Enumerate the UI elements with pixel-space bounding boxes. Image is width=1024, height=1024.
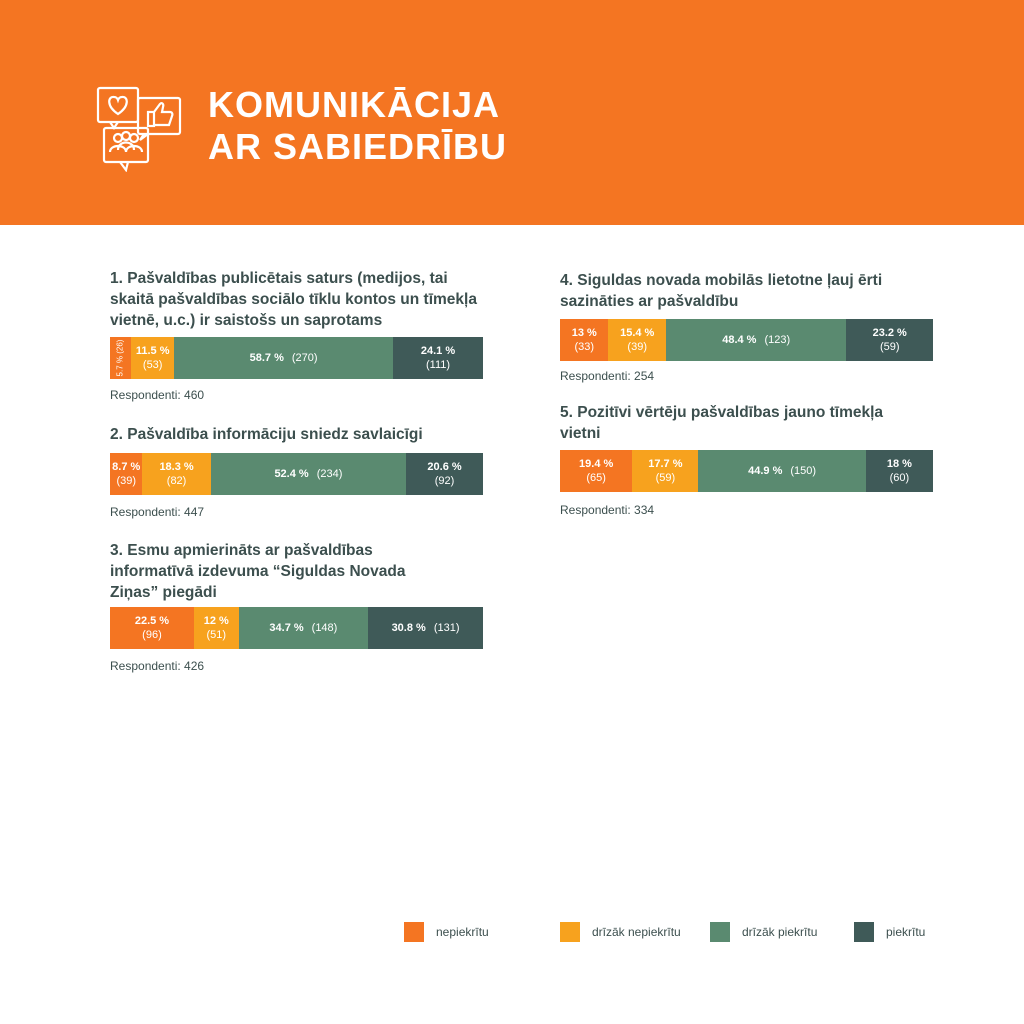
- segment-percent: 22.5 %: [134, 615, 170, 627]
- legend-label: nepiekrītu: [436, 925, 489, 939]
- segment-count: (59): [655, 472, 676, 484]
- legend-swatch: [560, 922, 580, 942]
- legend-piekritu: piekrītu: [854, 922, 925, 942]
- legend-drizak-piekritu: drīzāk piekrītu: [710, 922, 817, 942]
- segment-percent: 34.7 %: [269, 622, 304, 634]
- bar-3: 22.5 % (96) 12 % (51) 34.7 % (148) 30.8 % (131): [110, 607, 483, 649]
- legend-label: drīzāk piekrītu: [742, 925, 818, 939]
- segment-piekritu: 18 % (60): [865, 450, 933, 492]
- legend-swatch: [404, 922, 424, 942]
- segment-percent: 11.5 %: [135, 345, 170, 357]
- segment-count: (39): [627, 341, 647, 353]
- segment-percent: 13 %: [571, 327, 597, 339]
- segment-percent: 15.4 %: [620, 327, 655, 339]
- segment-percent: 30.8 %: [391, 622, 426, 634]
- segment-drizak-nepiekritu: 18.3 % (82): [142, 453, 211, 495]
- segment-count: (51): [206, 629, 227, 641]
- segment-piekritu: 20.6 % (92): [406, 453, 483, 495]
- segment-count: (111): [426, 359, 451, 371]
- legend-drizak-nepiekritu: drīzāk nepiekrītu: [560, 922, 681, 942]
- segment-count: (96): [142, 629, 162, 641]
- segment-percent: 24.1 %: [420, 345, 456, 357]
- social-communication-icon: [96, 86, 182, 172]
- segment-drizak-nepiekritu: 17.7 % (59): [632, 450, 699, 492]
- segment-drizak-nepiekritu: 12 % (51): [193, 607, 239, 649]
- segment-count: (148): [311, 622, 338, 634]
- bar-5: 19.4 % (65) 17.7 % (59) 44.9 % (150) 18 % (60): [560, 450, 933, 492]
- segment-label: 5.7 % (26): [115, 339, 125, 377]
- question-2: 2. Pašvaldība informāciju sniedz savlaic…: [110, 426, 423, 443]
- segment-count: (270): [291, 352, 318, 364]
- legend-nepiekritu: nepiekrītu: [404, 922, 489, 942]
- bar-4: 13 % (33) 15.4 % (39) 48.4 % (123) 23.2 % (59): [560, 319, 933, 361]
- segment-percent: 23.2 %: [872, 327, 907, 339]
- segment-percent: 17.7 %: [648, 458, 683, 470]
- segment-count: (33): [574, 341, 595, 353]
- segment-nepiekritu: 22.5 % (96): [110, 607, 194, 649]
- segment-drizak-piekritu: 34.7 % (148): [238, 607, 369, 649]
- bar-1: 5.7 % (26) 11.5 % (53) 58.7 % (270) 24.1 % (11…: [110, 337, 483, 379]
- segment-count: (82): [166, 475, 187, 487]
- segment-count: (150): [790, 465, 817, 477]
- segment-drizak-nepiekritu: 11.5 % (53): [131, 337, 175, 379]
- segment-percent: 12 %: [203, 615, 229, 627]
- question-3: 3. Esmu apmierināts ar pašvaldības infor…: [110, 542, 406, 601]
- respondents-4: Respondenti: 254: [560, 369, 655, 383]
- segment-nepiekritu: 5.7 % (26): [110, 337, 132, 379]
- segment-percent: 8.7 %: [112, 461, 141, 473]
- segment-drizak-piekritu: 52.4 % (234): [210, 453, 407, 495]
- legend-swatch: [854, 922, 874, 942]
- question-5: 5. Pozitīvi vērtēju pašvaldības jauno tī…: [560, 404, 884, 442]
- title-line-1: KOMUNIKĀCIJA: [208, 84, 501, 125]
- segment-piekritu: 30.8 % (131): [368, 607, 483, 649]
- segment-count: (65): [586, 472, 606, 484]
- segment-piekritu: 23.2 % (59): [846, 319, 933, 361]
- segment-count: (92): [434, 475, 455, 487]
- segment-count: (234): [316, 468, 343, 480]
- legend-label: drīzāk nepiekrītu: [592, 925, 681, 939]
- respondents-5: Respondenti: 334: [560, 503, 655, 517]
- segment-count: (53): [142, 359, 163, 371]
- segment-percent: 18.3 %: [159, 461, 194, 473]
- legend-label: piekrītu: [886, 925, 926, 939]
- segment-drizak-nepiekritu: 15.4 % (39): [608, 319, 666, 361]
- page-title: KOMUNIKĀCIJA AR SABIEDRĪBU: [208, 84, 507, 168]
- segment-piekritu: 24.1 % (111): [393, 337, 483, 379]
- question-1: 1. Pašvaldības publicētais saturs (medij…: [110, 270, 477, 329]
- segment-drizak-piekritu: 48.4 % (123): [665, 319, 847, 361]
- segment-count: (60): [889, 472, 910, 484]
- segment-nepiekritu: 8.7 % (39): [110, 453, 143, 495]
- respondents-1: Respondenti: 460: [110, 388, 205, 402]
- segment-percent: 52.4 %: [274, 468, 309, 480]
- question-4: 4. Siguldas novada mobilās lietotne ļauj…: [560, 272, 883, 310]
- segment-nepiekritu: 13 % (33): [560, 319, 609, 361]
- segment-count: (123): [764, 334, 791, 346]
- segment-count: (39): [116, 475, 136, 487]
- segment-percent: 44.9 %: [748, 465, 783, 477]
- segment-nepiekritu: 19.4 % (65): [560, 450, 633, 492]
- respondents-3: Respondenti: 426: [110, 659, 205, 673]
- segment-drizak-piekritu: 44.9 % (150): [698, 450, 866, 492]
- segment-percent: 48.4 %: [722, 334, 757, 346]
- title-line-2: AR SABIEDRĪBU: [208, 126, 508, 167]
- segment-percent: 20.6 %: [427, 461, 462, 473]
- legend-swatch: [710, 922, 730, 942]
- respondents-2: Respondenti: 447: [110, 505, 205, 519]
- segment-percent: 19.4 %: [579, 458, 614, 470]
- segment-drizak-piekritu: 58.7 % (270): [174, 337, 394, 379]
- segment-count: (59): [879, 341, 900, 353]
- bar-2: 8.7 % (39) 18.3 % (82) 52.4 % (234) 20.6 % (92): [110, 453, 483, 495]
- segment-percent: 58.7 %: [249, 352, 284, 364]
- segment-count: (131): [433, 622, 460, 634]
- segment-percent: 18 %: [886, 458, 912, 470]
